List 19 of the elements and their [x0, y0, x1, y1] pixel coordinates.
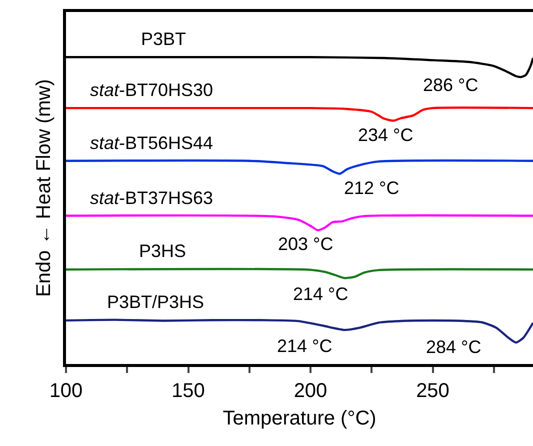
- series-label: stat-BT37HS63: [90, 188, 214, 208]
- annotation: 284 °C: [426, 337, 482, 357]
- y-axis-title: Endo ← Heat Flow (mw): [32, 79, 55, 297]
- x-tick-label: 200: [294, 380, 328, 402]
- x-tick-label: 150: [172, 380, 205, 402]
- series-label: P3BT: [141, 29, 186, 49]
- annotation: 214 °C: [293, 284, 348, 304]
- annotation: 203 °C: [278, 234, 334, 254]
- series-label: stat-BT70HS30: [90, 80, 214, 100]
- annotation: 234 °C: [358, 125, 414, 145]
- series-label: P3BT/P3HS: [107, 292, 204, 312]
- annotation: 214 °C: [277, 336, 332, 356]
- series-label: stat-BT56HS44: [90, 133, 214, 153]
- x-axis-title: Temperature (°C): [222, 407, 376, 430]
- x-tick-label: 250: [416, 380, 450, 402]
- annotation: 286 °C: [423, 75, 478, 95]
- x-tick-label: 100: [49, 380, 83, 402]
- annotation: 212 °C: [344, 178, 400, 198]
- series-label: P3HS: [139, 241, 186, 261]
